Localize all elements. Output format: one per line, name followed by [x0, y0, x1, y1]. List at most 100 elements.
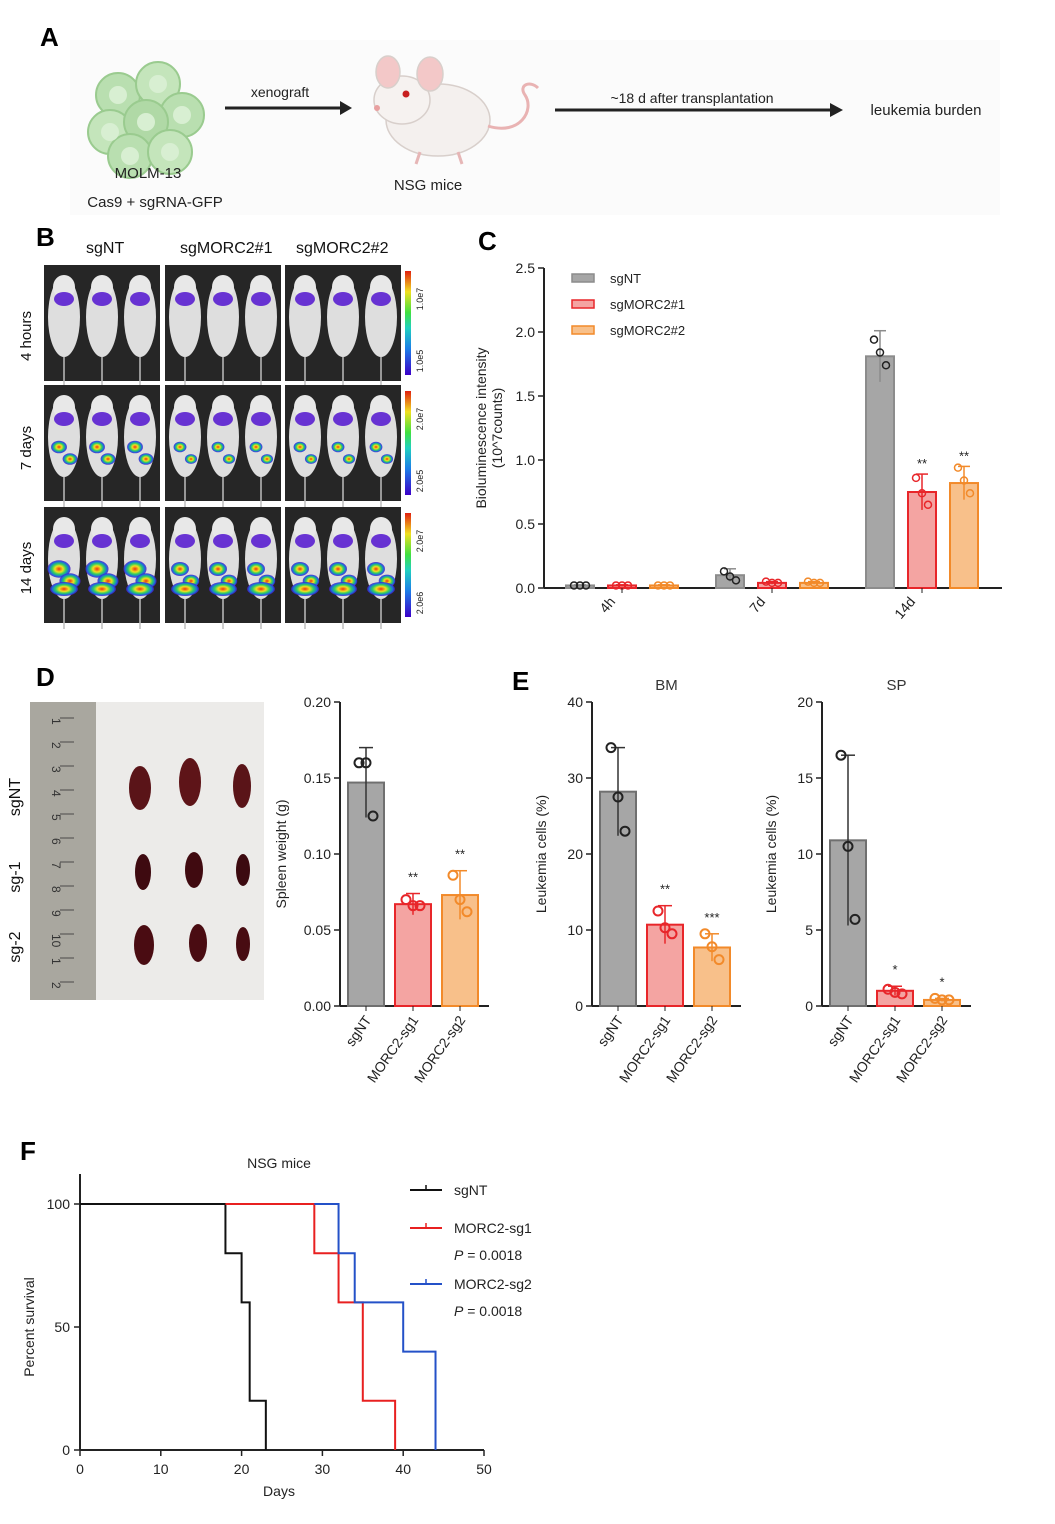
signal-spot	[209, 562, 227, 576]
y-tick-label: 0	[62, 1442, 70, 1458]
data-point	[407, 900, 419, 912]
signal-spot	[291, 562, 309, 576]
mouse-silhouette	[169, 517, 201, 629]
row-label-14-days: 14 days	[18, 541, 35, 595]
y-axis-label: Spleen weight (g)	[273, 800, 289, 909]
data-point	[761, 577, 771, 586]
signal-spot	[213, 412, 233, 426]
data-point	[666, 928, 678, 940]
mouse-silhouette	[327, 395, 359, 507]
mouse-silhouette	[289, 517, 321, 629]
color-scale-min: 2.0e5	[415, 470, 425, 493]
y-tick-label: 2.0	[516, 324, 536, 340]
photo-label-sg2: sg-2	[7, 931, 24, 963]
color-scale-min: 1.0e5	[415, 350, 425, 373]
signal-spot	[62, 453, 78, 465]
cells-label: MOLM-13	[115, 165, 182, 182]
mouse-silhouette	[124, 395, 156, 507]
data-point	[360, 757, 372, 769]
mouse-silhouette	[47, 517, 81, 629]
signal-spot	[123, 560, 147, 578]
panel-letter-d: D	[36, 662, 55, 692]
signal-spot	[173, 441, 187, 453]
mouse-silhouette	[48, 395, 80, 507]
x-tick-label: 0	[76, 1461, 84, 1477]
y-tick-label: 0	[575, 998, 583, 1014]
signal-spot	[54, 292, 74, 306]
signal-spot	[295, 534, 315, 548]
color-scale-max: 2.0e7	[415, 530, 425, 553]
data-point	[803, 577, 813, 586]
legend-swatch	[571, 325, 595, 335]
signal-spot	[171, 562, 189, 576]
signal-spot	[88, 582, 116, 596]
signal-spot	[329, 562, 347, 576]
signal-spot	[213, 534, 233, 548]
significance-label: **	[660, 882, 670, 897]
mouse-silhouette	[327, 517, 359, 629]
x-tick-label: sgNT	[594, 1012, 627, 1049]
col-label-sgmorc2-2: sgMORC2#2	[296, 240, 389, 257]
data-point	[653, 581, 663, 590]
data-point	[353, 757, 365, 769]
signal-spot	[329, 582, 357, 596]
signal-spot	[175, 534, 195, 548]
y-tick-label: 50	[54, 1319, 70, 1335]
signal-spot	[213, 292, 233, 306]
legend-label: MORC2-sg1	[454, 1220, 532, 1236]
signal-spot	[50, 582, 78, 596]
data-point	[611, 581, 621, 590]
panel-letter-a: A	[40, 22, 59, 52]
signal-spot	[380, 454, 394, 464]
x-tick-label: 40	[395, 1461, 411, 1477]
mouse-silhouette	[245, 275, 277, 387]
data-point	[454, 894, 466, 906]
panel-a-schematic: MOLM-13 Cas9 + sgRNA-GFP xenograft NSG m…	[70, 40, 1000, 215]
panel-letter-f: F	[20, 1136, 36, 1166]
signal-spot	[367, 562, 385, 576]
col-label-sgnt: sgNT	[86, 240, 125, 257]
chart-title: SP	[886, 680, 906, 694]
arrow-right-icon	[555, 103, 843, 117]
chart-f-survival: NSG mice 0 10 20 30 40 50 0 50 100 Days Percent sur…	[21, 1155, 532, 1499]
signal-spot	[247, 582, 275, 596]
mouse-silhouette	[365, 517, 397, 629]
bli-tile-2-0	[44, 507, 160, 629]
arrow-right-icon	[225, 101, 352, 115]
bli-tile-1-0	[44, 385, 160, 507]
significance-label: **	[408, 870, 418, 885]
ruler-tick-label: 5	[49, 814, 63, 821]
y-axis-label: (10^7counts)	[489, 388, 505, 469]
ruler-tick-label: 4	[49, 790, 63, 797]
y-tick-label: 0.00	[304, 998, 331, 1014]
signal-spot	[184, 454, 198, 464]
mouse-label: NSG mice	[394, 177, 462, 194]
data-point	[842, 840, 854, 852]
y-axis-label: Bioluminescence intensity	[473, 347, 489, 508]
signal-spot	[100, 453, 116, 465]
x-tick-label: sgNT	[824, 1012, 857, 1049]
data-point	[652, 905, 664, 917]
y-tick-label: 0.15	[304, 770, 331, 786]
mouse-icon	[373, 55, 540, 165]
chart-title: BM	[655, 680, 678, 694]
signal-spot	[260, 454, 274, 464]
data-point	[953, 463, 963, 472]
signal-spot	[138, 453, 154, 465]
data-point	[943, 994, 955, 1006]
bar	[394, 903, 432, 1007]
x-axis-label: Days	[263, 1483, 295, 1499]
data-point	[619, 825, 631, 837]
data-point	[889, 986, 901, 998]
ruler-tick-label: 6	[49, 838, 63, 845]
mouse-silhouette	[365, 275, 397, 387]
chart-d-spleen-weight: 0.00 0.05 0.10 0.15 0.20 Spleen weight (g) sgN…	[273, 694, 489, 1085]
survival-curve	[314, 1203, 437, 1450]
data-point	[575, 581, 585, 590]
signal-spot	[371, 534, 391, 548]
legend-swatch	[571, 273, 595, 283]
y-tick-label: 10	[797, 846, 813, 862]
y-tick-label: 2.5	[516, 260, 536, 276]
p-value: = 0.0018	[463, 1303, 522, 1319]
